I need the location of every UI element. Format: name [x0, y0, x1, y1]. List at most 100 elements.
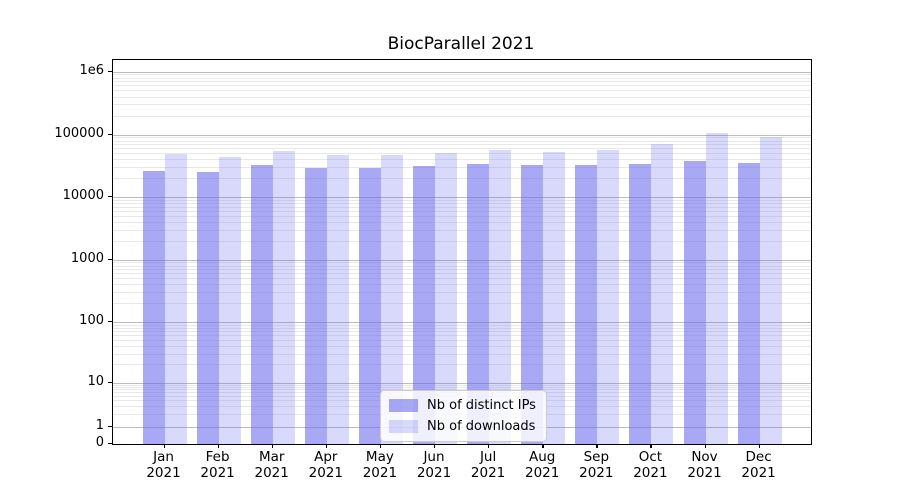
- major-gridline: [113, 322, 811, 323]
- x-tick-label: Oct 2021: [618, 449, 682, 481]
- x-tick-mark: [488, 444, 490, 449]
- bar-dec-distinct-ips: [737, 163, 760, 444]
- bar-apr-distinct-ips: [304, 167, 327, 444]
- legend-label-distinct-ips: Nb of distinct IPs: [427, 398, 536, 413]
- y-tick-mark: [108, 426, 112, 428]
- major-gridline: [113, 259, 811, 261]
- bar-apr-downloads: [326, 154, 349, 444]
- minor-gridline: [113, 240, 811, 242]
- bar-oct-downloads: [651, 143, 674, 444]
- minor-gridline: [113, 210, 811, 212]
- bar-jun-downloads: [435, 152, 457, 444]
- minor-gridline: [113, 215, 811, 217]
- minor-gridline: [113, 144, 811, 145]
- x-tick-mark: [542, 444, 544, 449]
- bar-oct-distinct-ips: [629, 163, 652, 444]
- bar-aug-distinct-ips: [521, 165, 544, 444]
- bar-jun-distinct-ips: [413, 166, 435, 444]
- minor-gridline: [113, 167, 811, 168]
- bar-nov-distinct-ips: [683, 161, 706, 444]
- minor-gridline: [113, 335, 811, 337]
- month-label: Oct: [638, 449, 663, 465]
- x-tick-label: Nov 2021: [673, 449, 737, 481]
- major-gridline: [113, 382, 811, 384]
- minor-gridline: [113, 292, 811, 293]
- minor-gridline: [113, 153, 811, 155]
- minor-gridline: [113, 346, 811, 347]
- minor-gridline: [113, 90, 811, 92]
- minor-gridline: [113, 74, 811, 76]
- bar-may-downloads: [380, 155, 403, 444]
- minor-gridline: [113, 265, 811, 267]
- major-gridline: [113, 71, 811, 73]
- bar-jan-downloads: [164, 154, 187, 444]
- y-tick-label: 0: [95, 435, 104, 450]
- y-tick-mark: [108, 196, 112, 198]
- bar-mar-downloads: [272, 150, 295, 444]
- year-label: 2021: [200, 465, 235, 481]
- chart-title: BiocParallel 2021: [387, 34, 535, 54]
- y-tick-label: 1: [95, 418, 104, 433]
- legend-swatch-distinct-ips: [389, 399, 418, 412]
- month-label: Aug: [529, 449, 556, 465]
- x-tick-mark: [217, 444, 219, 449]
- y-tick-mark: [108, 258, 112, 260]
- y-tick-label: 100000: [54, 125, 104, 141]
- y-tick-mark: [108, 70, 112, 72]
- x-tick-label: Sep 2021: [564, 449, 628, 481]
- month-label: Mar: [258, 449, 285, 465]
- x-tick-label: May 2021: [348, 449, 412, 481]
- minor-gridline: [113, 137, 811, 139]
- y-tick-label: 10: [87, 373, 104, 389]
- minor-gridline: [113, 203, 811, 204]
- minor-gridline: [113, 115, 811, 117]
- x-tick-mark: [758, 444, 760, 449]
- x-tick-mark: [704, 444, 706, 449]
- bar-nov-downloads: [705, 133, 728, 444]
- y-tick-mark: [108, 443, 112, 445]
- y-tick-mark: [108, 381, 112, 383]
- minor-gridline: [113, 364, 811, 366]
- year-label: 2021: [308, 465, 343, 481]
- x-tick-mark: [325, 444, 328, 449]
- bar-jul-distinct-ips: [467, 163, 490, 444]
- legend-swatch-downloads: [389, 420, 418, 433]
- minor-gridline: [113, 77, 811, 79]
- bar-jan-distinct-ips: [142, 171, 165, 444]
- minor-gridline: [113, 221, 811, 223]
- minor-gridline: [113, 148, 811, 150]
- minor-gridline: [113, 384, 811, 386]
- month-label: May: [365, 449, 394, 465]
- minor-gridline: [113, 278, 811, 280]
- x-tick-label: Mar 2021: [240, 449, 304, 481]
- bar-mar-distinct-ips: [250, 165, 273, 444]
- month-label: Sep: [583, 449, 610, 465]
- legend-entry-downloads: Nb of downloads: [389, 419, 536, 434]
- month-label: Feb: [205, 449, 230, 465]
- minor-gridline: [113, 284, 811, 286]
- minor-gridline: [113, 269, 811, 270]
- x-tick-label: Jun 2021: [402, 449, 466, 481]
- y-tick-label: 1000: [70, 250, 104, 266]
- year-label: 2021: [254, 465, 289, 481]
- minor-gridline: [113, 96, 811, 98]
- bar-may-distinct-ips: [358, 168, 381, 444]
- minor-gridline: [113, 353, 811, 355]
- x-tick-label: Feb 2021: [186, 449, 250, 481]
- plot-area: Nb of distinct IPs Nb of downloads: [112, 59, 812, 445]
- x-tick-mark: [596, 444, 598, 449]
- x-tick-mark: [271, 444, 274, 449]
- minor-gridline: [113, 340, 811, 341]
- bar-aug-downloads: [543, 151, 566, 444]
- minor-gridline: [113, 199, 811, 201]
- minor-gridline: [113, 386, 811, 388]
- y-tick-mark: [108, 321, 112, 323]
- year-label: 2021: [579, 465, 614, 481]
- y-tick-label: 1e6: [79, 62, 104, 78]
- major-gridline: [113, 197, 811, 198]
- x-tick-label: Apr 2021: [294, 449, 358, 481]
- minor-gridline: [113, 389, 811, 391]
- minor-gridline: [113, 104, 811, 106]
- month-label: Dec: [745, 449, 772, 465]
